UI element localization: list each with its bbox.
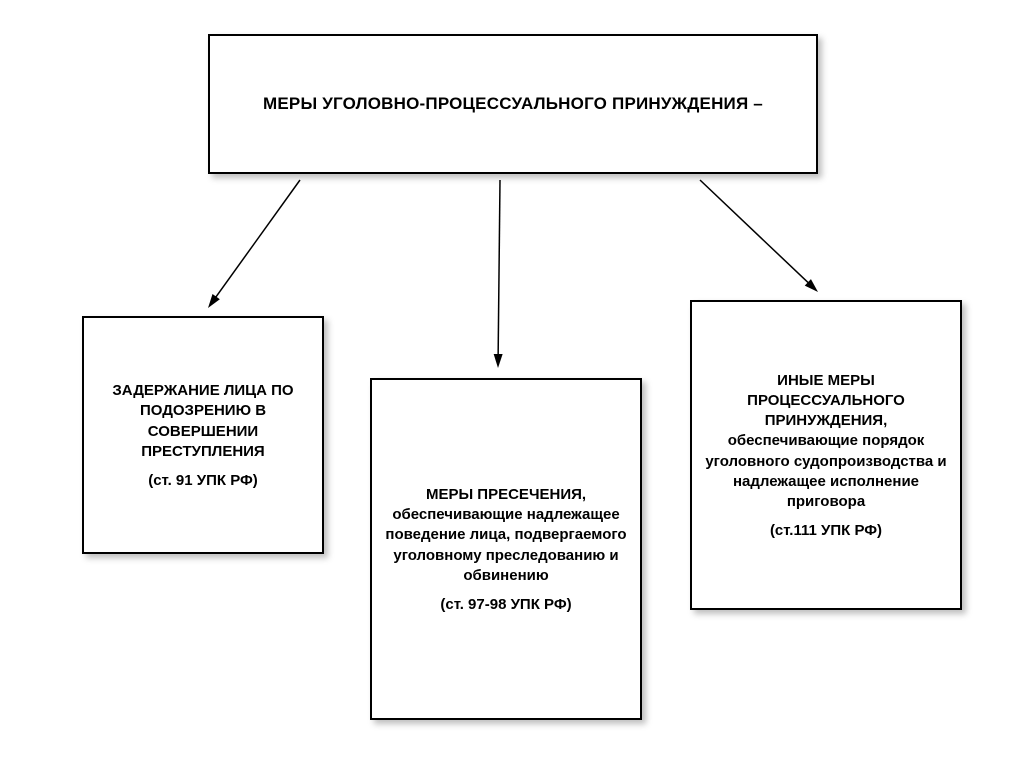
child-text-2: ИНЫЕ МЕРЫ ПРОЦЕССУАЛЬНОГО ПРИНУЖДЕНИЯ, о… (704, 371, 948, 513)
child-ref-1: (ст. 97-98 УПК РФ) (440, 596, 571, 613)
root-box: МЕРЫ УГОЛОВНО-ПРОЦЕССУАЛЬНОГО ПРИНУЖДЕНИ… (208, 34, 818, 174)
arrow-line-1 (498, 180, 500, 360)
arrow-head-2 (805, 279, 818, 292)
child-text-0: ЗАДЕРЖАНИЕ ЛИЦА ПО ПОДОЗРЕНИЮ В СОВЕРШЕН… (96, 381, 310, 462)
root-title: МЕРЫ УГОЛОВНО-ПРОЦЕССУАЛЬНОГО ПРИНУЖДЕНИ… (263, 94, 763, 114)
arrow-line-2 (700, 180, 812, 286)
arrow-head-1 (494, 354, 503, 368)
child-box-1: МЕРЫ ПРЕСЕЧЕНИЯ, обеспечивающие надлежащ… (370, 378, 642, 720)
child-text-1: МЕРЫ ПРЕСЕЧЕНИЯ, обеспечивающие надлежащ… (384, 485, 628, 586)
arrow-line-0 (213, 180, 300, 301)
child-box-2: ИНЫЕ МЕРЫ ПРОЦЕССУАЛЬНОГО ПРИНУЖДЕНИЯ, о… (690, 300, 962, 610)
child-ref-0: (ст. 91 УПК РФ) (148, 472, 258, 489)
child-ref-2: (ст.111 УПК РФ) (770, 522, 882, 539)
child-box-0: ЗАДЕРЖАНИЕ ЛИЦА ПО ПОДОЗРЕНИЮ В СОВЕРШЕН… (82, 316, 324, 554)
arrow-head-0 (208, 294, 220, 308)
